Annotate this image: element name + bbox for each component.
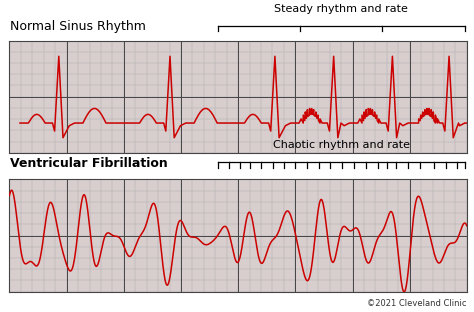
Text: Steady rhythm and rate: Steady rhythm and rate (274, 4, 408, 14)
Text: Chaotic rhythm and rate: Chaotic rhythm and rate (273, 140, 410, 150)
Text: ©2021 Cleveland Clinic: ©2021 Cleveland Clinic (367, 299, 467, 308)
Text: Ventricular Fibrillation: Ventricular Fibrillation (10, 157, 168, 170)
Text: Normal Sinus Rhythm: Normal Sinus Rhythm (10, 20, 146, 33)
